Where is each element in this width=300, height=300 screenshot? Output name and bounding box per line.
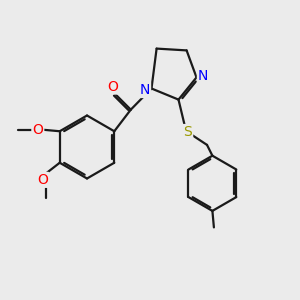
Text: O: O bbox=[107, 80, 118, 94]
Text: N: N bbox=[198, 69, 208, 83]
Text: S: S bbox=[183, 125, 192, 139]
Text: O: O bbox=[37, 173, 48, 187]
Text: N: N bbox=[140, 83, 150, 97]
Text: O: O bbox=[32, 123, 43, 137]
